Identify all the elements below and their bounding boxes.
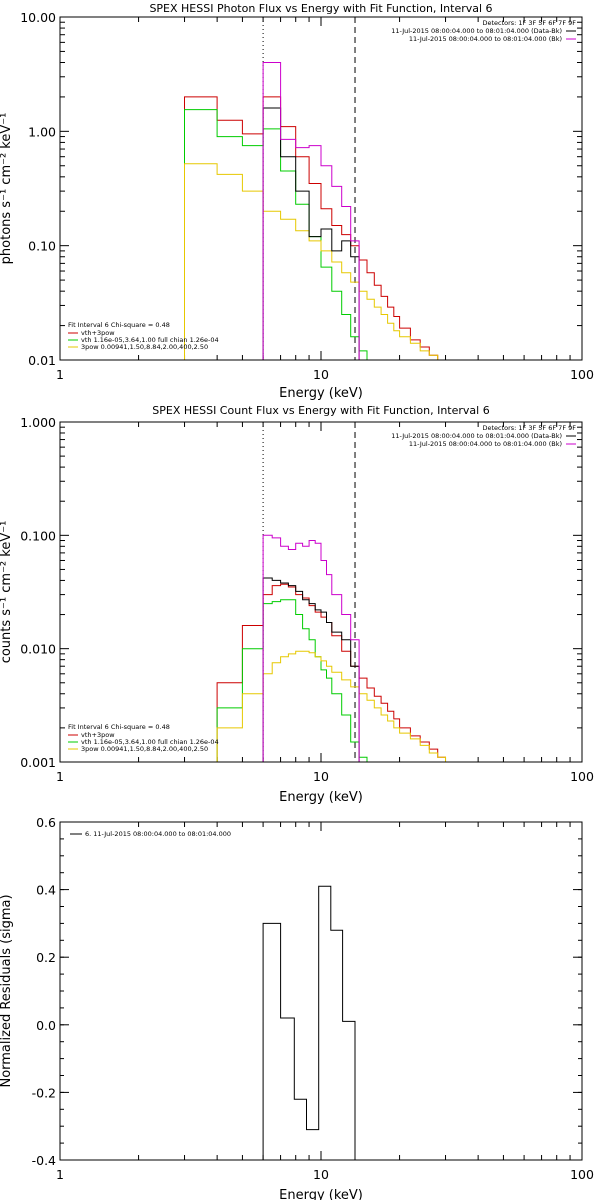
legend-right-label: 11-Jul-2015 08:00:04.000 to 08:01:04.000… bbox=[391, 27, 562, 35]
series-bk bbox=[262, 62, 360, 360]
x-tick-label: 100 bbox=[570, 769, 594, 784]
series-data-bk bbox=[262, 107, 360, 360]
series-vth bbox=[184, 599, 368, 762]
y-tick-label: 0.4 bbox=[36, 883, 56, 898]
chart-title: SPEX HESSI Photon Flux vs Energy with Fi… bbox=[149, 2, 492, 15]
x-tick-label: 1 bbox=[56, 367, 64, 382]
y-tick-label: 0.6 bbox=[36, 815, 56, 830]
x-axis-label: Energy (keV) bbox=[279, 1188, 363, 1200]
legend-label: 6. 11-Jul-2015 08:00:04.000 to 08:01:04.… bbox=[85, 830, 231, 838]
plot-frame bbox=[59, 16, 583, 361]
y-tick-label: 0.0 bbox=[36, 1018, 56, 1033]
x-tick-label: 100 bbox=[570, 367, 594, 382]
legend-left-label: vth 1.16e-05,3.64,1.00 full chian 1.26e-… bbox=[81, 336, 219, 344]
y-tick-label: 1.000 bbox=[20, 415, 56, 430]
legend-left-label: 3pow 0.00941,1.50,8.84,2.00,400,2.50 bbox=[81, 745, 208, 753]
x-tick-label: 100 bbox=[570, 1167, 594, 1182]
y-tick-label: 0.2 bbox=[36, 950, 56, 965]
series-bk bbox=[262, 534, 360, 762]
plot-frame bbox=[59, 821, 583, 1161]
series-vth bbox=[184, 109, 368, 360]
y-tick-label: 0.001 bbox=[20, 755, 56, 770]
x-axis-label: Energy (keV) bbox=[279, 790, 363, 805]
x-tick-label: 1 bbox=[56, 769, 64, 784]
legend-right-label: 11-Jul-2015 08:00:04.000 to 08:01:04.000… bbox=[409, 440, 562, 448]
series-3pow bbox=[184, 163, 446, 360]
chart-panel-1: SPEX HESSI Photon Flux vs Energy with Fi… bbox=[0, 2, 594, 401]
x-tick-label: 10 bbox=[313, 1167, 329, 1182]
y-tick-label: 0.010 bbox=[20, 642, 56, 657]
y-axis-label: photons s⁻¹ cm⁻² keV⁻¹ bbox=[0, 113, 14, 265]
legend-left-label: 3pow 0.00941,1.50,8.84,2.00,400,2.50 bbox=[81, 343, 208, 351]
chart-panel-2: SPEX HESSI Count Flux vs Energy with Fit… bbox=[0, 404, 594, 805]
legend-fit-header: Fit Interval 6 Chi-square = 0.48 bbox=[68, 723, 170, 731]
x-tick-label: 10 bbox=[313, 367, 329, 382]
legend-left-label: vth+3pow bbox=[81, 329, 115, 337]
legend-right-label: 11-Jul-2015 08:00:04.000 to 08:01:04.000… bbox=[391, 432, 562, 440]
series-data-bk bbox=[262, 577, 360, 762]
y-tick-label: -0.4 bbox=[32, 1153, 56, 1168]
y-axis-label: counts s⁻¹ cm⁻² keV⁻¹ bbox=[0, 521, 14, 664]
y-tick-label: 10.00 bbox=[20, 10, 56, 25]
legend-detectors: Detectors: 1F 3F 5F 6F 7F 9F bbox=[482, 19, 576, 27]
series-vth-3pow bbox=[184, 583, 453, 762]
x-tick-label: 1 bbox=[56, 1167, 64, 1182]
series-3pow bbox=[184, 650, 479, 762]
y-tick-label: -0.2 bbox=[32, 1085, 56, 1100]
series-residuals bbox=[262, 885, 356, 1160]
chart-panel-3: 1 10 100 -0.4 -0.2 0.0 0.2 0.4 0.6 Energy (keV) No… bbox=[0, 815, 594, 1200]
y-tick-label: 0.01 bbox=[28, 353, 56, 368]
chart-title: SPEX HESSI Count Flux vs Energy with Fit… bbox=[152, 404, 489, 417]
legend-fit-header: Fit Interval 6 Chi-square = 0.48 bbox=[68, 321, 170, 329]
plot-frame bbox=[59, 421, 583, 763]
x-tick-label: 10 bbox=[313, 769, 329, 784]
y-tick-label: 0.10 bbox=[28, 239, 56, 254]
legend-detectors: Detectors: 1F 3F 5F 6F 7F 9F bbox=[482, 424, 576, 432]
legend-right-label: 11-Jul-2015 08:00:04.000 to 08:01:04.000… bbox=[409, 35, 562, 43]
y-tick-label: 0.100 bbox=[20, 528, 56, 543]
y-tick-label: 1.00 bbox=[28, 124, 56, 139]
legend-left-label: vth+3pow bbox=[81, 731, 115, 739]
x-axis-label: Energy (keV) bbox=[279, 386, 363, 401]
y-axis-label: Normalized Residuals (sigma) bbox=[0, 894, 14, 1087]
legend-left-label: vth 1.16e-05,3.64,1.00 full chian 1.26e-… bbox=[81, 738, 219, 746]
